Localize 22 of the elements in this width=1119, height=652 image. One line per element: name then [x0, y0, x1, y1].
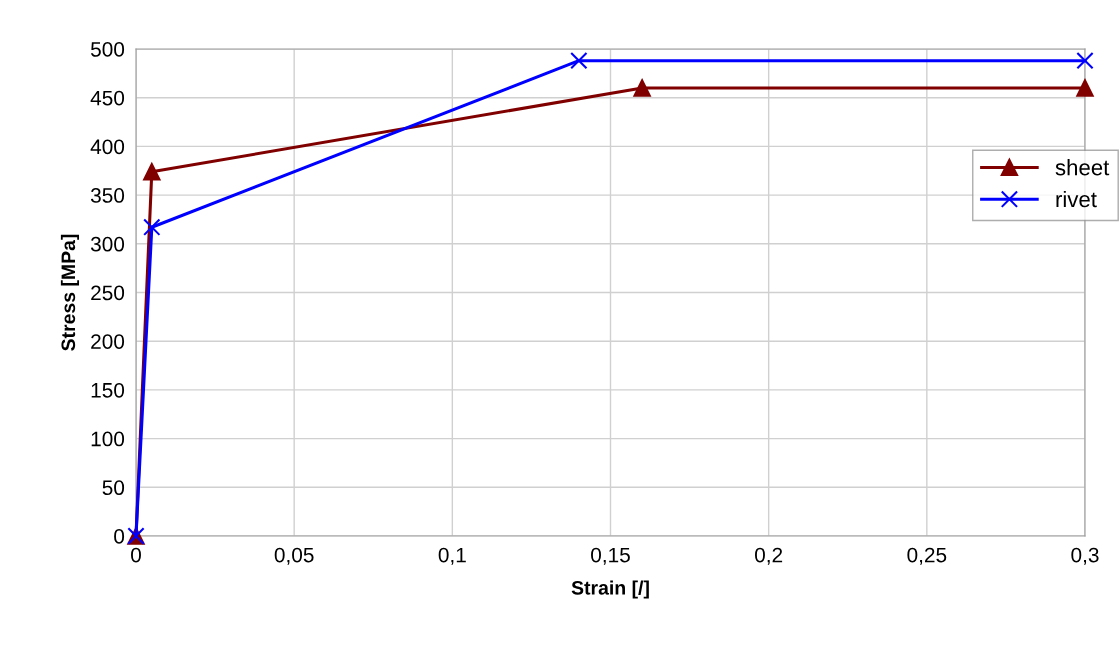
y-tick-label: 200 — [91, 334, 125, 349]
y-tick-label: 300 — [90, 236, 125, 252]
x-tick-label: 0,2 — [755, 547, 783, 565]
y-tick-label: 150 — [91, 382, 125, 398]
y-axis-title: Stress [MPa] — [60, 234, 80, 351]
y-tick-label: 0 — [114, 529, 125, 544]
x-tick-label: 0 — [131, 547, 141, 563]
y-tick-label: 250 — [91, 285, 125, 301]
y-tick-label: 500 — [90, 42, 125, 57]
y-tick-label: 50 — [102, 480, 125, 496]
y-tick-label: 450 — [90, 90, 125, 106]
y-tick-label: 100 — [91, 431, 125, 447]
x-axis-title: Strain [/] — [571, 580, 649, 599]
x-tick-label: 0,15 — [591, 547, 630, 565]
x-tick-label: 0,05 — [274, 547, 314, 565]
y-tick-label: 400 — [90, 139, 125, 155]
x-tick-label: 0,1 — [438, 547, 466, 565]
x-tick-label: 0,25 — [907, 547, 947, 565]
x-tick-label: 0,3 — [1071, 547, 1099, 565]
y-tick-label: 350 — [90, 188, 125, 203]
legend-label: sheet — [1055, 159, 1110, 176]
legend-label: rivet — [1056, 190, 1097, 208]
